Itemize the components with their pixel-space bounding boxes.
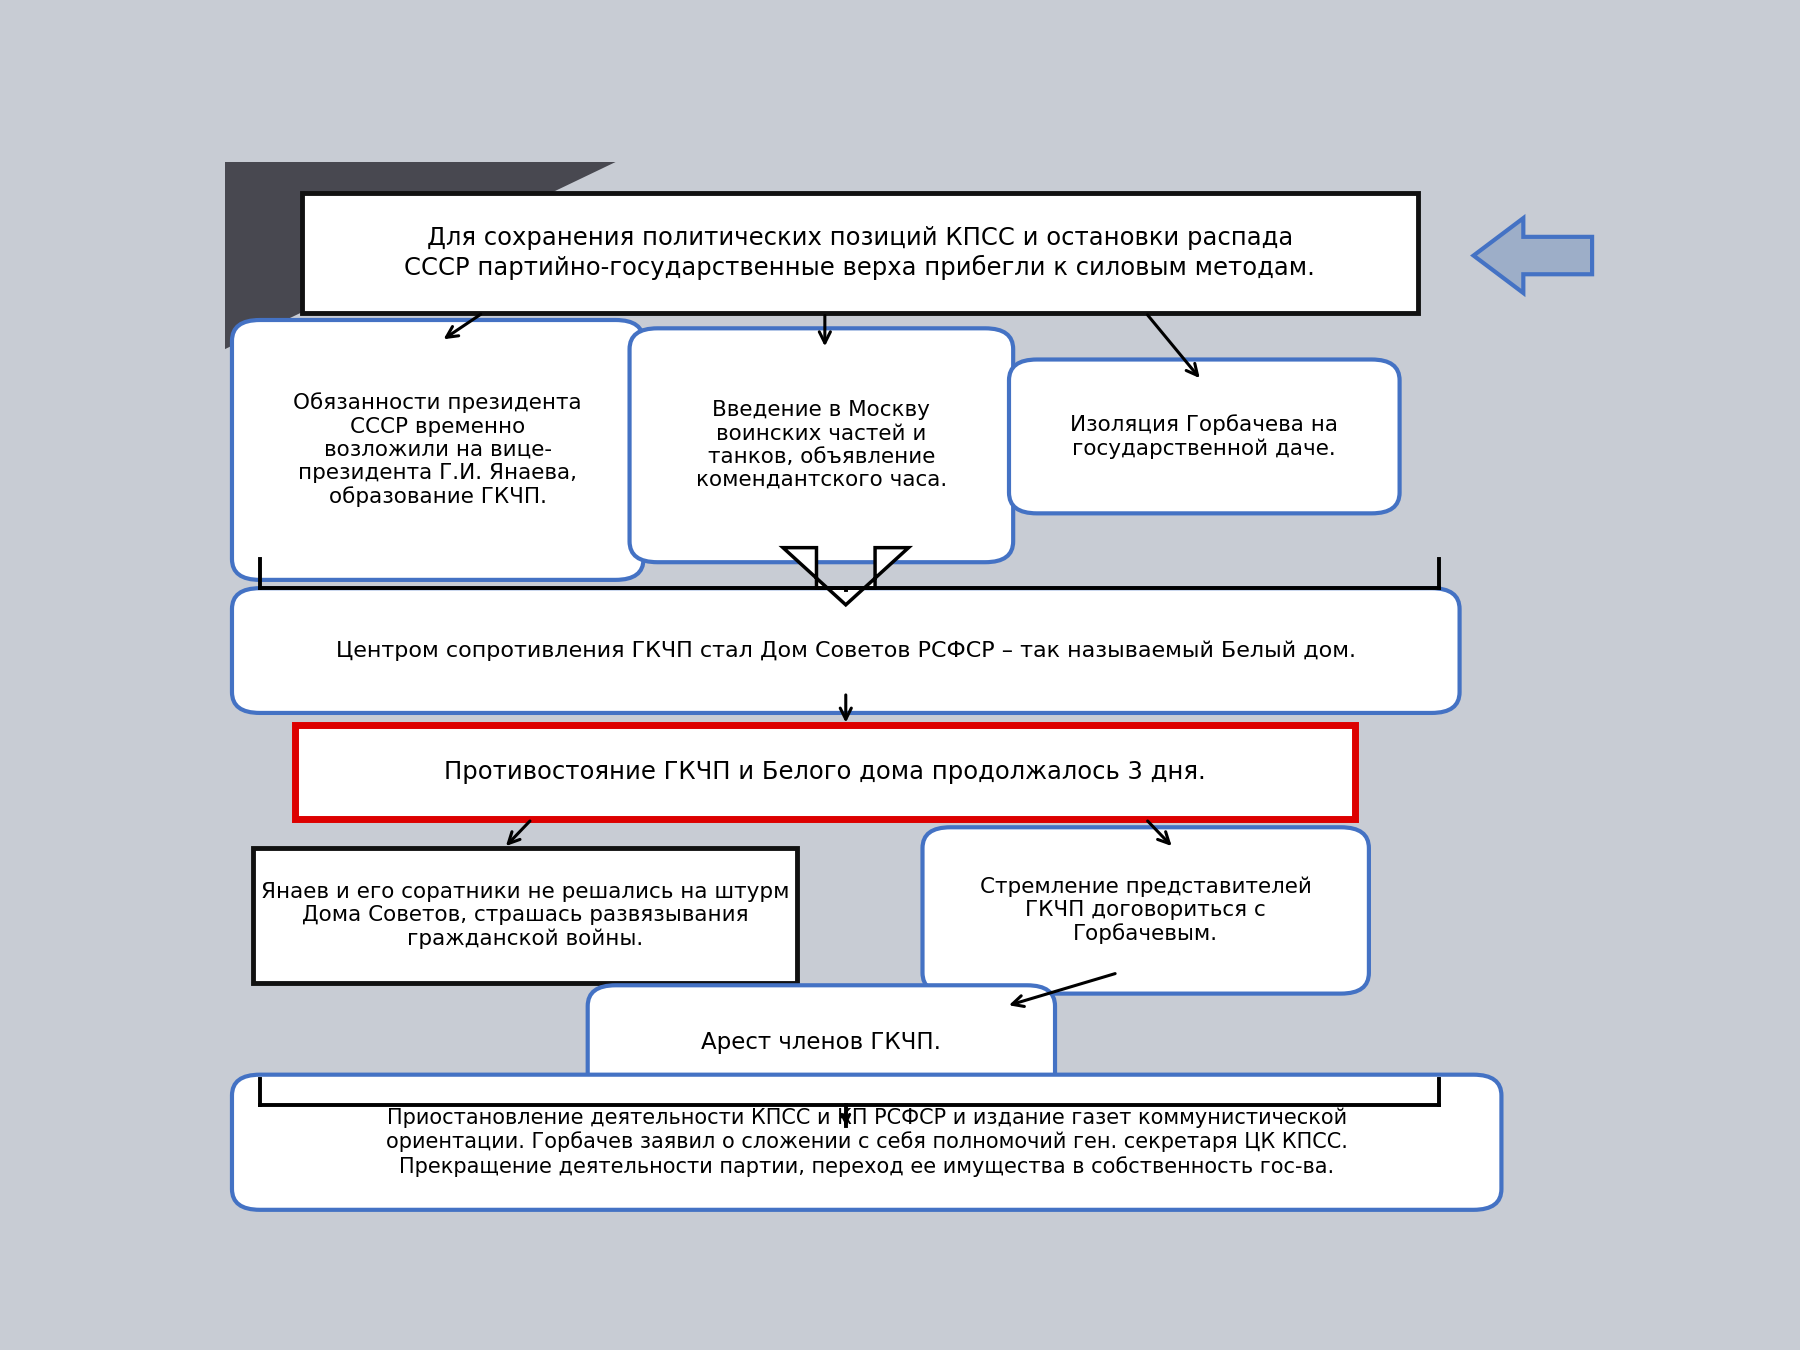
Text: Стремление представителей
ГКЧП договориться с
Горбачевым.: Стремление представителей ГКЧП договорит… — [979, 876, 1312, 945]
Polygon shape — [783, 548, 909, 605]
Text: Противостояние ГКЧП и Белого дома продолжалось 3 дня.: Противостояние ГКЧП и Белого дома продол… — [445, 760, 1206, 784]
Text: Изоляция Горбачева на
государственной даче.: Изоляция Горбачева на государственной да… — [1071, 414, 1337, 459]
FancyBboxPatch shape — [252, 848, 797, 983]
FancyBboxPatch shape — [630, 328, 1013, 562]
FancyBboxPatch shape — [302, 193, 1418, 313]
FancyBboxPatch shape — [232, 1075, 1501, 1210]
FancyBboxPatch shape — [922, 828, 1370, 994]
Text: Обязанности президента
СССР временно
возложили на вице-
президента Г.И. Янаева,
: Обязанности президента СССР временно воз… — [293, 393, 581, 508]
Text: Введение в Москву
воинских частей и
танков, объявление
комендантского часа.: Введение в Москву воинских частей и танк… — [697, 401, 947, 490]
FancyBboxPatch shape — [587, 986, 1055, 1100]
Text: Для сохранения политических позиций КПСС и остановки распада
СССР партийно-госуд: Для сохранения политических позиций КПСС… — [405, 227, 1316, 279]
FancyBboxPatch shape — [232, 589, 1460, 713]
Polygon shape — [225, 162, 616, 350]
FancyBboxPatch shape — [1010, 359, 1400, 513]
Text: Янаев и его соратники не решались на штурм
Дома Советов, страшась развязывания
г: Янаев и его соратники не решались на шту… — [261, 882, 788, 949]
Polygon shape — [1474, 219, 1591, 293]
FancyBboxPatch shape — [232, 320, 644, 580]
Text: Арест членов ГКЧП.: Арест членов ГКЧП. — [702, 1031, 941, 1054]
Text: Приостановление деятельности КПСС и КП РСФСР и издание газет коммунистической
ор: Приостановление деятельности КПСС и КП Р… — [385, 1108, 1348, 1177]
FancyBboxPatch shape — [295, 725, 1355, 819]
Text: Центром сопротивления ГКЧП стал Дом Советов РСФСР – так называемый Белый дом.: Центром сопротивления ГКЧП стал Дом Сове… — [337, 640, 1355, 660]
